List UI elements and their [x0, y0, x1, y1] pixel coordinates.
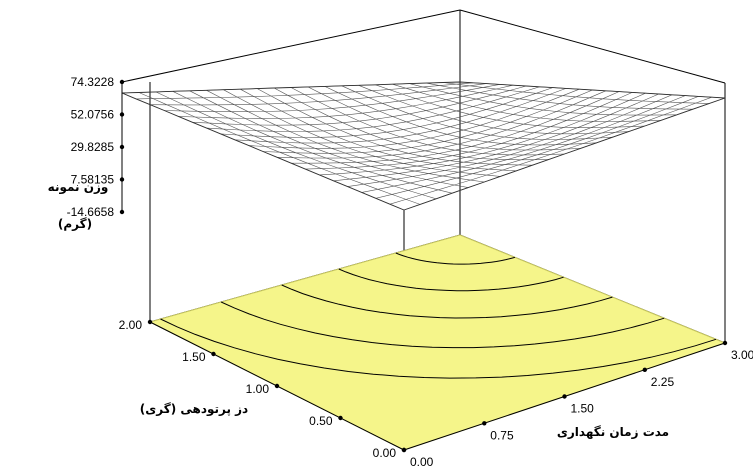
y-tick-mark [147, 319, 153, 325]
y-tick-label: 1.00 [246, 382, 270, 396]
contour-line-2 [338, 268, 564, 292]
z-tick-label: 52.0756 [71, 108, 115, 122]
mesh-line-u-13 [341, 85, 613, 140]
mesh-line-u-15 [375, 84, 645, 128]
z-tick-label: 7.58135 [71, 173, 115, 187]
mesh-line-v-13 [220, 87, 553, 138]
z-axis-title: وزن نمونه [48, 180, 109, 195]
mesh-line-u-16 [392, 83, 661, 122]
contour-line-3 [281, 284, 613, 319]
contour-line-4 [220, 301, 665, 349]
x-tick-label: 1.50 [571, 402, 595, 416]
x-tick-label: 2.25 [651, 375, 675, 389]
top-back-left-edge [121, 9, 461, 83]
mesh-line-u-1 [138, 92, 421, 205]
z-tick-group: 74.3228 52.0756 29.8285 7.58135 -14.6658 [67, 75, 125, 219]
y-tick-mark [211, 351, 216, 357]
x-tick-mark [401, 447, 407, 453]
z-tick-mark [119, 79, 125, 85]
mesh-line-u-19 [443, 82, 710, 104]
z-tick-label: -14.6658 [67, 205, 115, 219]
y-axis-title: دز پرتودهی (گری) [140, 402, 248, 417]
mesh-line-v-17 [164, 84, 500, 112]
mesh-line-u-17 [409, 83, 677, 116]
mesh-line-v-11 [248, 88, 580, 149]
mesh-line-u-9 [273, 87, 549, 161]
x-tick-label: 3.00 [731, 348, 753, 362]
y-tick-mark [274, 383, 280, 389]
mesh-line-v-10 [262, 89, 593, 154]
y-tick-label: 1.50 [182, 350, 206, 364]
mesh-line-u-18 [426, 82, 693, 110]
x-tick-label: 0.00 [410, 455, 434, 468]
mesh-line-v-3 [361, 95, 686, 193]
x-tick-group: 0.00 0.75 1.50 2.25 3.00 [401, 340, 753, 468]
z-tick-label: 29.8285 [71, 140, 115, 154]
mesh-line-v-2 [375, 96, 699, 199]
surface-outline [121, 81, 726, 211]
mesh-line-v-14 [206, 86, 540, 132]
mesh-line-v-18 [150, 83, 487, 106]
x-tick-label: 0.75 [490, 428, 514, 442]
y-tick-label: 0.00 [373, 446, 397, 460]
y-tick-label: 2.00 [119, 318, 143, 332]
mesh-line-v-12 [234, 88, 567, 144]
floor-plane [148, 234, 727, 451]
y-tick-mark [338, 415, 343, 421]
x-tick-mark [562, 394, 567, 399]
z-tick-mark [119, 177, 125, 182]
y-tick-group: 0.00 0.50 1.00 1.50 2.00 [119, 318, 407, 460]
z-axis-unit: (گرم) [58, 217, 92, 232]
contour-floor [148, 234, 727, 451]
y-tick-label: 0.50 [309, 414, 333, 428]
z-tick-label: 74.3228 [71, 75, 115, 89]
z-axis: 74.3228 52.0756 29.8285 7.58135 -14.6658 [67, 75, 125, 219]
contour-line-5 [160, 318, 717, 379]
top-back-right-edge [459, 9, 726, 84]
mesh-line-u-11 [307, 86, 581, 151]
z-tick-mark [119, 209, 125, 215]
x-tick-mark [482, 421, 487, 426]
mesh-line-v-19 [136, 82, 474, 100]
z-tick-mark [119, 112, 125, 117]
x-tick-mark [722, 340, 728, 346]
x-axis-title: مدت زمان نگهداری [557, 425, 669, 439]
x-tick-mark [642, 367, 647, 372]
mesh-line-u-14 [358, 85, 629, 135]
surface-mesh [121, 81, 726, 211]
z-tick-mark [119, 144, 125, 150]
contour-line-1 [395, 252, 516, 265]
mesh-line-v-16 [178, 84, 514, 119]
mesh-line-u-12 [324, 86, 597, 146]
mesh-line-v-15 [192, 85, 527, 126]
